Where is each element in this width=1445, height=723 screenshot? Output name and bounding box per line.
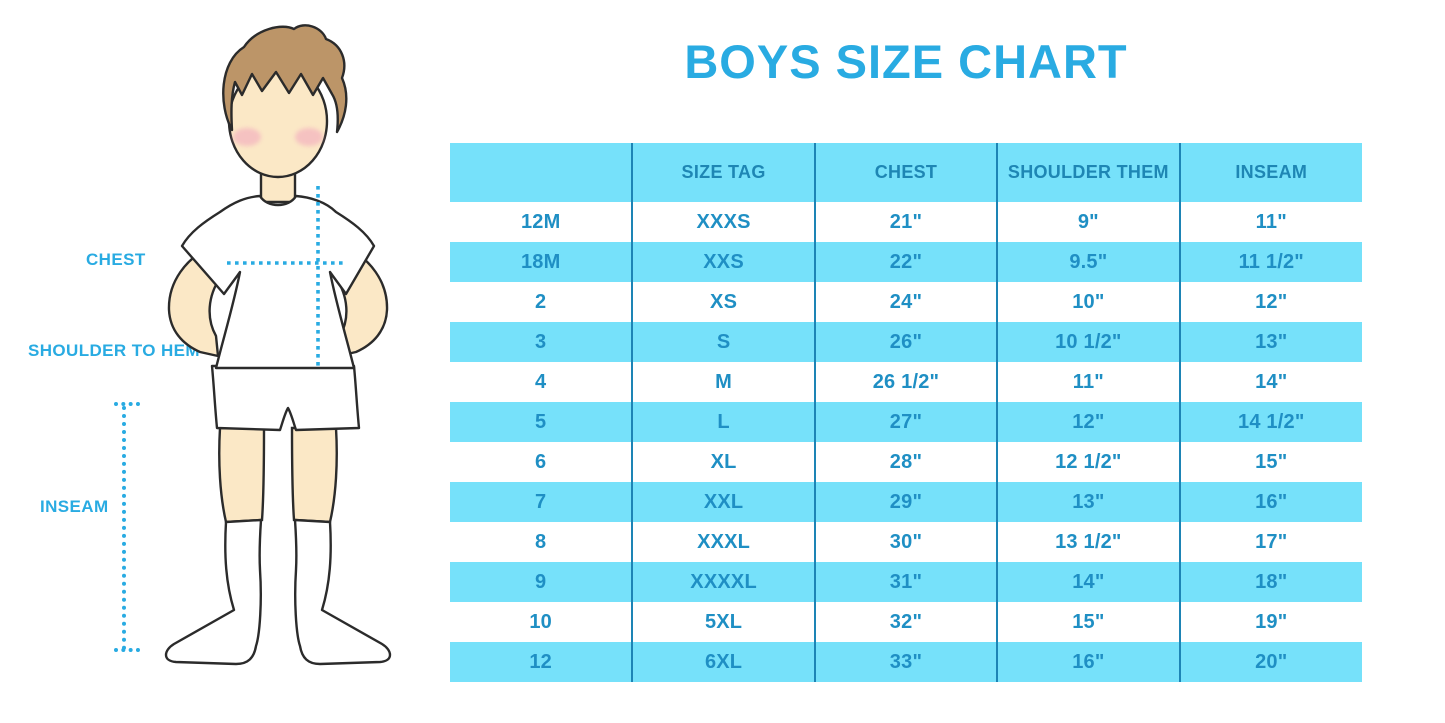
table-cell: 12"	[996, 402, 1180, 442]
table-row: 9 XXXXL 31" 14" 18"	[450, 562, 1362, 602]
table-cell: 15"	[1178, 442, 1362, 482]
table-row: 4 M 26 1/2" 11" 14"	[450, 362, 1362, 402]
table-cell: 18"	[1178, 562, 1362, 602]
boy-left-leg	[218, 426, 266, 524]
boy-right-leg	[290, 426, 338, 524]
table-cell: 13"	[1178, 322, 1362, 362]
table-cell: 9	[450, 562, 633, 602]
inseam-measure-tick-top	[114, 402, 140, 406]
header-row: SIZE TAG CHEST SHOULDER THEM INSEAM	[450, 143, 1362, 202]
table-cell: M	[631, 362, 815, 402]
table-cell: 20"	[1178, 642, 1362, 682]
table-cell: 6XL	[631, 642, 815, 682]
table-cell: XXL	[631, 482, 815, 522]
inseam-measure-tick-bottom	[114, 648, 140, 652]
column-header: SHOULDER THEM	[996, 143, 1180, 202]
table-cell: 30"	[813, 522, 998, 562]
table-cell: 15"	[996, 602, 1180, 642]
table-cell: 31"	[813, 562, 998, 602]
boy-blush-right	[295, 128, 323, 146]
table-cell: XXXL	[631, 522, 815, 562]
table-cell: 32"	[813, 602, 998, 642]
table-cell: 24"	[813, 282, 998, 322]
boy-blush-left	[233, 128, 261, 146]
table-cell: 22"	[813, 242, 998, 282]
table-cell: XL	[631, 442, 815, 482]
table-cell: 11"	[1178, 202, 1362, 242]
table-cell: 10	[529, 610, 553, 633]
table-cell: 5	[450, 402, 633, 442]
inseam-label: INSEAM	[40, 497, 109, 516]
table-row: 10 5XL 32" 15" 19"	[450, 602, 1362, 642]
page-title: BOYS SIZE CHART	[684, 35, 1128, 88]
table-row: 6 XL 28" 12 1/2" 15"	[450, 442, 1362, 482]
table-cell: 4	[535, 370, 547, 393]
table-cell: 33"	[813, 642, 998, 682]
table-cell: 13 1/2"	[996, 522, 1180, 562]
table-row: 3 S 26" 10 1/2" 13"	[450, 322, 1362, 362]
table-row: 5 L 27" 12" 14 1/2"	[450, 402, 1362, 442]
table-cell: XXS	[631, 242, 815, 282]
table-cell: 28"	[813, 442, 998, 482]
table-row: 18M XXS 22" 9.5" 11 1/2"	[450, 242, 1362, 282]
table-cell: 21"	[813, 202, 998, 242]
table-cell: 16"	[1178, 482, 1362, 522]
table-cell: 9.5"	[996, 242, 1180, 282]
boy-hair	[222, 24, 348, 134]
table-cell: 13"	[996, 482, 1180, 522]
boy-illustration	[164, 24, 392, 666]
column-header: CHEST	[813, 143, 998, 202]
boy-right-sock	[293, 518, 392, 666]
chest-label: CHEST	[86, 250, 146, 269]
table-cell: 12 1/2"	[996, 442, 1180, 482]
shoulder-to-hem-label: SHOULDER TO HEM	[28, 341, 200, 360]
table-row: 12M XXXS 21" 9" 11"	[450, 202, 1362, 242]
table-cell: 26 1/2"	[813, 362, 998, 402]
table-row: 8 XXXL 30" 13 1/2" 17"	[450, 522, 1362, 562]
table-cell: 11"	[996, 362, 1180, 402]
table-cell: 14"	[996, 562, 1180, 602]
table-cell: 12M	[520, 210, 561, 233]
table-cell: 9"	[996, 202, 1180, 242]
column-header: INSEAM	[1178, 143, 1362, 202]
table-cell: 6	[535, 450, 547, 473]
table-cell: 26"	[813, 322, 998, 362]
table-cell: 12	[450, 642, 633, 682]
table-cell: 27"	[813, 402, 998, 442]
table-cell: 7	[450, 482, 633, 522]
size-chart-table: SIZE TAG CHEST SHOULDER THEM INSEAM 12M XXXS…	[450, 143, 1362, 682]
table-cell: 29"	[813, 482, 998, 522]
size-table-body: 12M XXXS 21" 9" 11" 18M XXS 22" 9.5" 11 1/2" 2 XS 24…	[450, 202, 1362, 682]
table-cell: S	[631, 322, 815, 362]
table-cell: 3	[450, 322, 633, 362]
table-cell: 17"	[1178, 522, 1362, 562]
boy-shorts	[210, 364, 361, 432]
table-cell: 11 1/2"	[1178, 242, 1362, 282]
size-table-header: SIZE TAG CHEST SHOULDER THEM INSEAM	[450, 143, 1362, 202]
table-cell: 12"	[1178, 282, 1362, 322]
table-cell: 18M	[450, 242, 633, 282]
column-header: SIZE TAG	[631, 143, 815, 202]
column-header	[450, 143, 633, 202]
boy-left-sock	[164, 518, 263, 666]
table-row: 12 6XL 33" 16" 20"	[450, 642, 1362, 682]
table-cell: 14 1/2"	[1178, 402, 1362, 442]
table-cell: 2	[535, 290, 547, 313]
table-cell: 19"	[1178, 602, 1362, 642]
table-cell: L	[631, 402, 815, 442]
boy-shirt	[180, 194, 376, 370]
table-cell: 8	[535, 530, 547, 553]
table-cell: 10"	[996, 282, 1180, 322]
table-cell: 5XL	[631, 602, 815, 642]
table-cell: XXXS	[631, 202, 815, 242]
table-cell: 16"	[996, 642, 1180, 682]
inseam-measure-line	[122, 406, 126, 650]
table-cell: 10 1/2"	[996, 322, 1180, 362]
table-cell: 14"	[1178, 362, 1362, 402]
table-cell: XS	[631, 282, 815, 322]
table-row: 2 XS 24" 10" 12"	[450, 282, 1362, 322]
table-row: 7 XXL 29" 13" 16"	[450, 482, 1362, 522]
table-cell: XXXXL	[631, 562, 815, 602]
